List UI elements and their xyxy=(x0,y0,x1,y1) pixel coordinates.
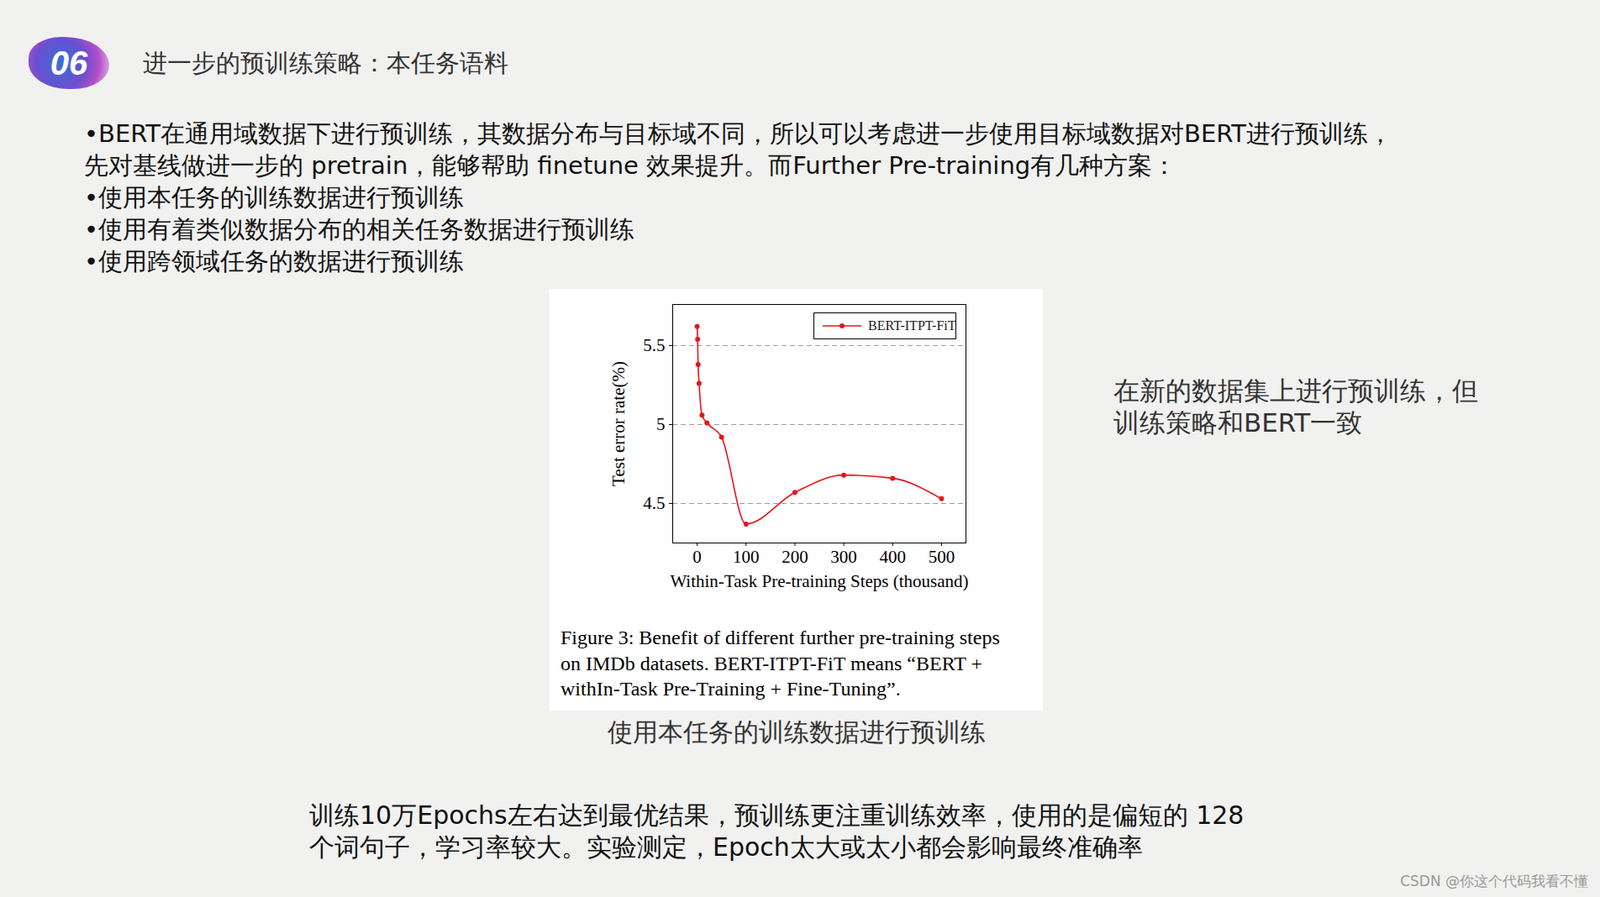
svg-text:100: 100 xyxy=(732,547,760,568)
svg-text:200: 200 xyxy=(781,547,809,568)
html-text:在新的数据集上进行预训练，但: 在新的数据集上进行预训练，但 xyxy=(1113,375,1479,406)
html-text:训练策略和BERT一致: 训练策略和BERT一致 xyxy=(1113,407,1363,438)
html-text:•BERT在通用域数据下进行预训练，其数据分布与目标域不同，: •BERT在通用域数据下进行预训练，其数据分布与目标域不同，所以可以考虑进一步使… xyxy=(84,119,1393,148)
html-text:•使用跨领域任务的数据进行预训练: •使用跨领域任务的数据进行预训练 xyxy=(84,247,464,276)
html-text:Figure 3: Benefit of different: Figure 3: Benefit of different further p… xyxy=(560,626,1000,649)
svg-text:Test error rate(%): Test error rate(%) xyxy=(608,361,629,487)
svg-text:300: 300 xyxy=(830,547,858,568)
html-text:先对基线做进一步的 pretrain，能够帮助 finetu: 先对基线做进一步的 pretrain，能够帮助 finetune 效果提升。而F… xyxy=(84,151,1177,180)
html-text:个词句子，学习率较大。实验测定，Epoch太大或太小都会影响: 个词句子，学习率较大。实验测定，Epoch太大或太小都会影响最终准确率 xyxy=(309,832,1143,863)
html-text:训练10万Epochs左右达到最优结果，预训练更注重训练效率: 训练10万Epochs左右达到最优结果，预训练更注重训练效率，使用的是偏短的 1… xyxy=(309,800,1245,831)
svg-text:5.5: 5.5 xyxy=(642,335,665,356)
svg-text:4.5: 4.5 xyxy=(642,493,665,514)
svg-text:500: 500 xyxy=(928,547,956,568)
svg-text:400: 400 xyxy=(879,547,907,568)
html-text:withIn-Task Pre-Training + Fin: withIn-Task Pre-Training + Fine-Tuning”. xyxy=(560,678,901,700)
svg-text:5: 5 xyxy=(656,414,666,435)
html-text:使用本任务的训练数据进行预训练: 使用本任务的训练数据进行预训练 xyxy=(607,717,986,748)
html-text:BERT-ITPT-FiT: BERT-ITPT-FiT xyxy=(868,318,956,333)
html-text:CSDN @你这个代码我看不懂: CSDN @你这个代码我看不懂 xyxy=(1400,873,1589,890)
html-text:•使用本任务的训练数据进行预训练: •使用本任务的训练数据进行预训练 xyxy=(84,183,464,212)
svg-text:Within-Task Pre-training Steps: Within-Task Pre-training Steps (thousand… xyxy=(669,571,969,592)
svg-text:0: 0 xyxy=(692,547,702,568)
html-text:进一步的预训练策略：本任务语料: 进一步的预训练策略：本任务语料 xyxy=(142,48,509,78)
html-text:•使用有着类似数据分布的相关任务数据进行预训练: •使用有着类似数据分布的相关任务数据进行预训练 xyxy=(84,215,635,244)
html-text:on IMDb datasets. BERT-ITPT-Fi: on IMDb datasets. BERT-ITPT-FiT means “B… xyxy=(560,652,983,675)
html-text:06: 06 xyxy=(50,44,88,82)
